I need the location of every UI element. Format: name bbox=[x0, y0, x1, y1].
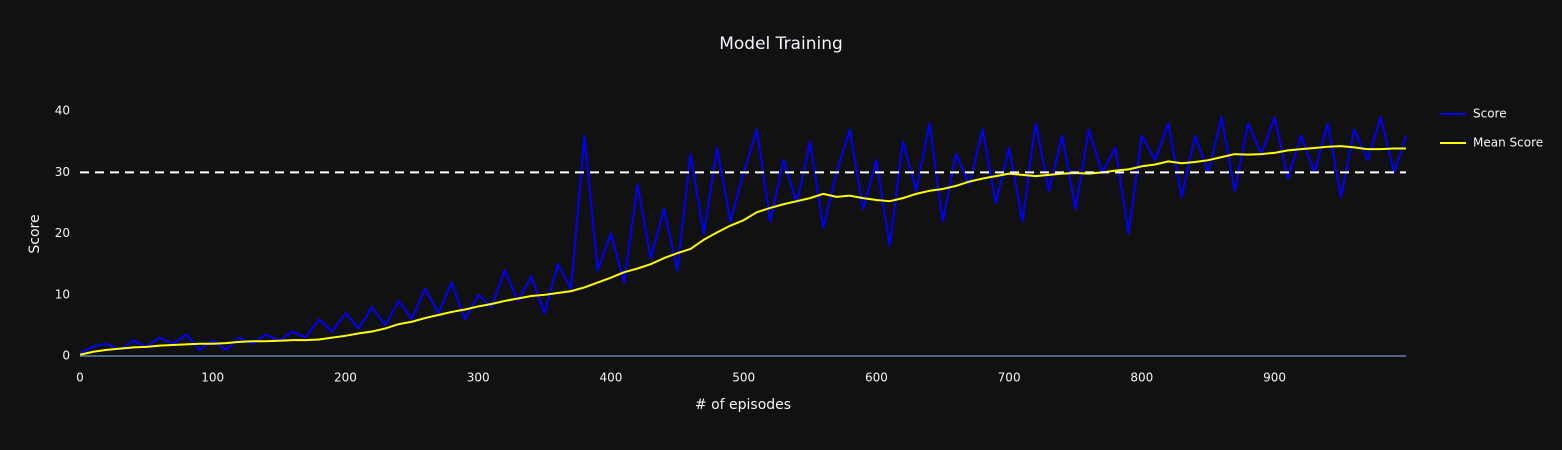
x-tick-label: 700 bbox=[998, 371, 1021, 385]
y-tick-label: 10 bbox=[55, 287, 70, 301]
y-axis-title: Score bbox=[27, 214, 43, 253]
x-tick-label: 0 bbox=[76, 371, 84, 385]
legend-label[interactable]: Score bbox=[1473, 107, 1507, 121]
x-tick-label: 400 bbox=[599, 371, 622, 385]
chart-title: Model Training bbox=[719, 34, 843, 54]
x-tick-label: 300 bbox=[467, 371, 490, 385]
y-tick-label: 0 bbox=[62, 349, 70, 363]
y-tick-label: 30 bbox=[55, 165, 70, 179]
series-line bbox=[79, 145, 1406, 356]
y-tick-label: 40 bbox=[55, 104, 70, 118]
legend-label[interactable]: Mean Score bbox=[1473, 136, 1543, 150]
x-tick-label: 100 bbox=[201, 371, 224, 385]
x-tick-label: 200 bbox=[334, 371, 357, 385]
y-tick-label: 20 bbox=[55, 226, 70, 240]
x-tick-label: 800 bbox=[1130, 371, 1153, 385]
x-axis-title: # of episodes bbox=[695, 397, 791, 413]
x-tick-label: 900 bbox=[1263, 371, 1286, 385]
x-tick-label: 600 bbox=[865, 371, 888, 385]
x-tick-label: 500 bbox=[732, 371, 755, 385]
